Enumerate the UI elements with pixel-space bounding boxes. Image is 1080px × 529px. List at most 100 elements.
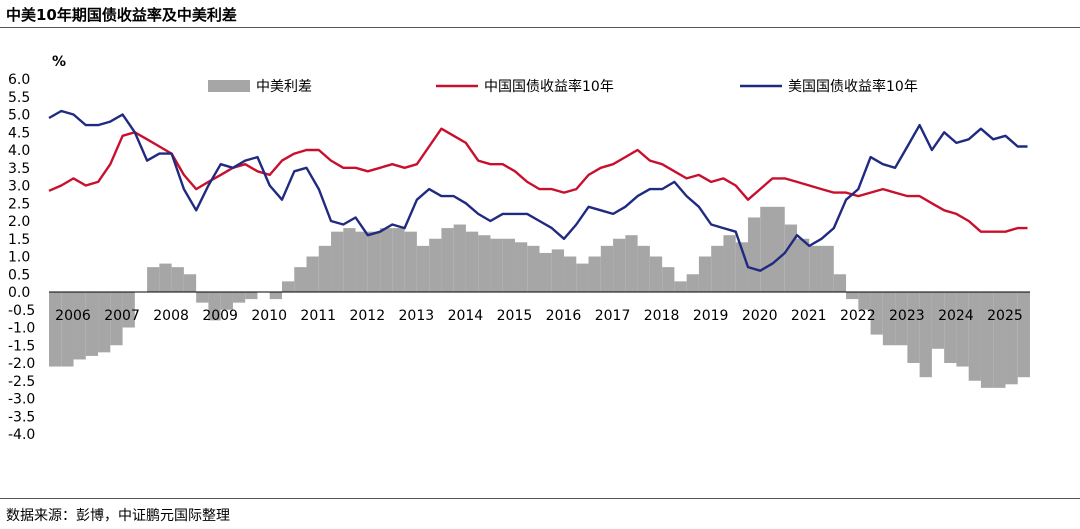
legend-label: 中美利差 (256, 79, 312, 95)
spread-bar (318, 245, 332, 292)
spread-bar (355, 231, 368, 292)
spread-bar (490, 238, 503, 292)
legend-swatch-spread (208, 80, 250, 92)
cn-10y-yield-line (48, 127, 1028, 233)
yield-lines (48, 109, 1028, 272)
spread-bar (968, 292, 981, 381)
spread-bar (539, 252, 552, 292)
x-tick-label: 2008 (153, 308, 189, 324)
spread-bar (527, 245, 540, 292)
spread-bar (809, 245, 822, 292)
spread-bar (416, 245, 430, 292)
x-tick-label: 2015 (497, 308, 533, 324)
spread-bar (367, 231, 381, 292)
spread-bar (980, 292, 994, 388)
x-tick-label: 2022 (840, 308, 876, 324)
data-source-note: 数据来源：彭博，中证鹏元国际整理 (6, 508, 230, 524)
spread-bar (600, 245, 614, 292)
x-tick-label: 2021 (791, 308, 827, 324)
spread-bar (269, 292, 282, 300)
y-tick-label: 3.0 (8, 179, 30, 195)
spread-bar (281, 281, 295, 292)
y-tick-label: 1.5 (8, 232, 30, 248)
x-tick-labels: 2006 2007 2008 2009 2010 2011 2012 2013 2014 2015… (55, 308, 1023, 324)
spread-bar (183, 274, 197, 292)
x-tick-label: 2018 (644, 308, 680, 324)
x-tick-label: 2024 (938, 308, 974, 324)
spread-bar (747, 217, 761, 292)
spread-bar (1005, 292, 1018, 385)
y-tick-label: 4.5 (8, 125, 30, 141)
x-tick-label: 2025 (987, 308, 1023, 324)
x-tick-label: 2007 (104, 308, 140, 324)
y-tick-label: 1.0 (8, 250, 30, 266)
spread-bar (453, 224, 466, 292)
spread-bar (944, 292, 957, 363)
spread-bar (220, 292, 233, 310)
us-10y-yield-line (48, 109, 1028, 272)
spread-bar (846, 292, 859, 300)
spread-bar (245, 292, 258, 300)
spread-bar (294, 267, 307, 292)
y-axis-unit-label: % (52, 54, 66, 70)
spread-bar (380, 228, 393, 292)
spread-bar (637, 245, 650, 292)
spread-bar (502, 238, 515, 292)
spread-bar (649, 256, 663, 292)
spread-bar (73, 292, 86, 360)
x-tick-label: 2013 (399, 308, 435, 324)
x-tick-label: 2006 (55, 308, 91, 324)
spread-bar (772, 206, 785, 292)
x-tick-label: 2020 (742, 308, 778, 324)
y-tick-label: 4.0 (8, 143, 30, 159)
spread-bar (196, 292, 209, 303)
spread-bar (686, 274, 699, 292)
spread-bar (159, 263, 172, 292)
spread-bar (441, 228, 454, 292)
spread-bar (931, 292, 945, 349)
y-tick-label: 5.0 (8, 108, 30, 124)
y-tick-label: 5.5 (8, 90, 30, 106)
spread-bar (711, 245, 724, 292)
spread-bar (588, 256, 601, 292)
spread-bar (993, 292, 1006, 388)
spread-bar (122, 292, 135, 328)
y-tick-label: -1.5 (8, 338, 35, 354)
spread-bar (907, 292, 920, 363)
spread-bar (478, 235, 491, 292)
spread-bar (208, 292, 221, 321)
spread-bar (232, 292, 246, 303)
y-tick-label: 0.0 (8, 285, 30, 301)
x-tick-label: 2014 (448, 308, 484, 324)
spread-bar (882, 292, 896, 346)
x-tick-label: 2010 (251, 308, 287, 324)
spread-bar (49, 292, 62, 367)
spread-bars (49, 206, 1030, 388)
spread-bar (1017, 292, 1030, 378)
legend-label: 美国国债收益率10年 (788, 78, 918, 95)
spread-bar (895, 292, 908, 346)
title-rule (0, 27, 1080, 28)
spread-bar (343, 228, 356, 292)
legend-label: 中国国债收益率10年 (484, 78, 614, 95)
spread-bar (331, 231, 344, 292)
x-tick-label: 2016 (546, 308, 582, 324)
spread-bar (698, 256, 712, 292)
chart-title: 中美10年期国债收益率及中美利差 (6, 6, 237, 24)
x-tick-label: 2012 (349, 308, 385, 324)
y-tick-label: 2.5 (8, 196, 30, 212)
spread-bar (760, 206, 773, 292)
y-tick-label: -4.0 (8, 427, 35, 443)
spread-bar (392, 228, 405, 292)
y-tick-label: -2.0 (8, 356, 35, 372)
y-tick-label: -2.5 (8, 374, 35, 390)
spread-bar (147, 267, 160, 292)
spread-bar (465, 231, 479, 292)
y-tick-label: 6.0 (8, 72, 30, 88)
spread-bar (858, 292, 871, 310)
x-tick-label: 2023 (889, 308, 925, 324)
spread-bar (306, 256, 319, 292)
spread-bar (662, 267, 675, 292)
y-tick-label: -0.5 (8, 303, 35, 319)
